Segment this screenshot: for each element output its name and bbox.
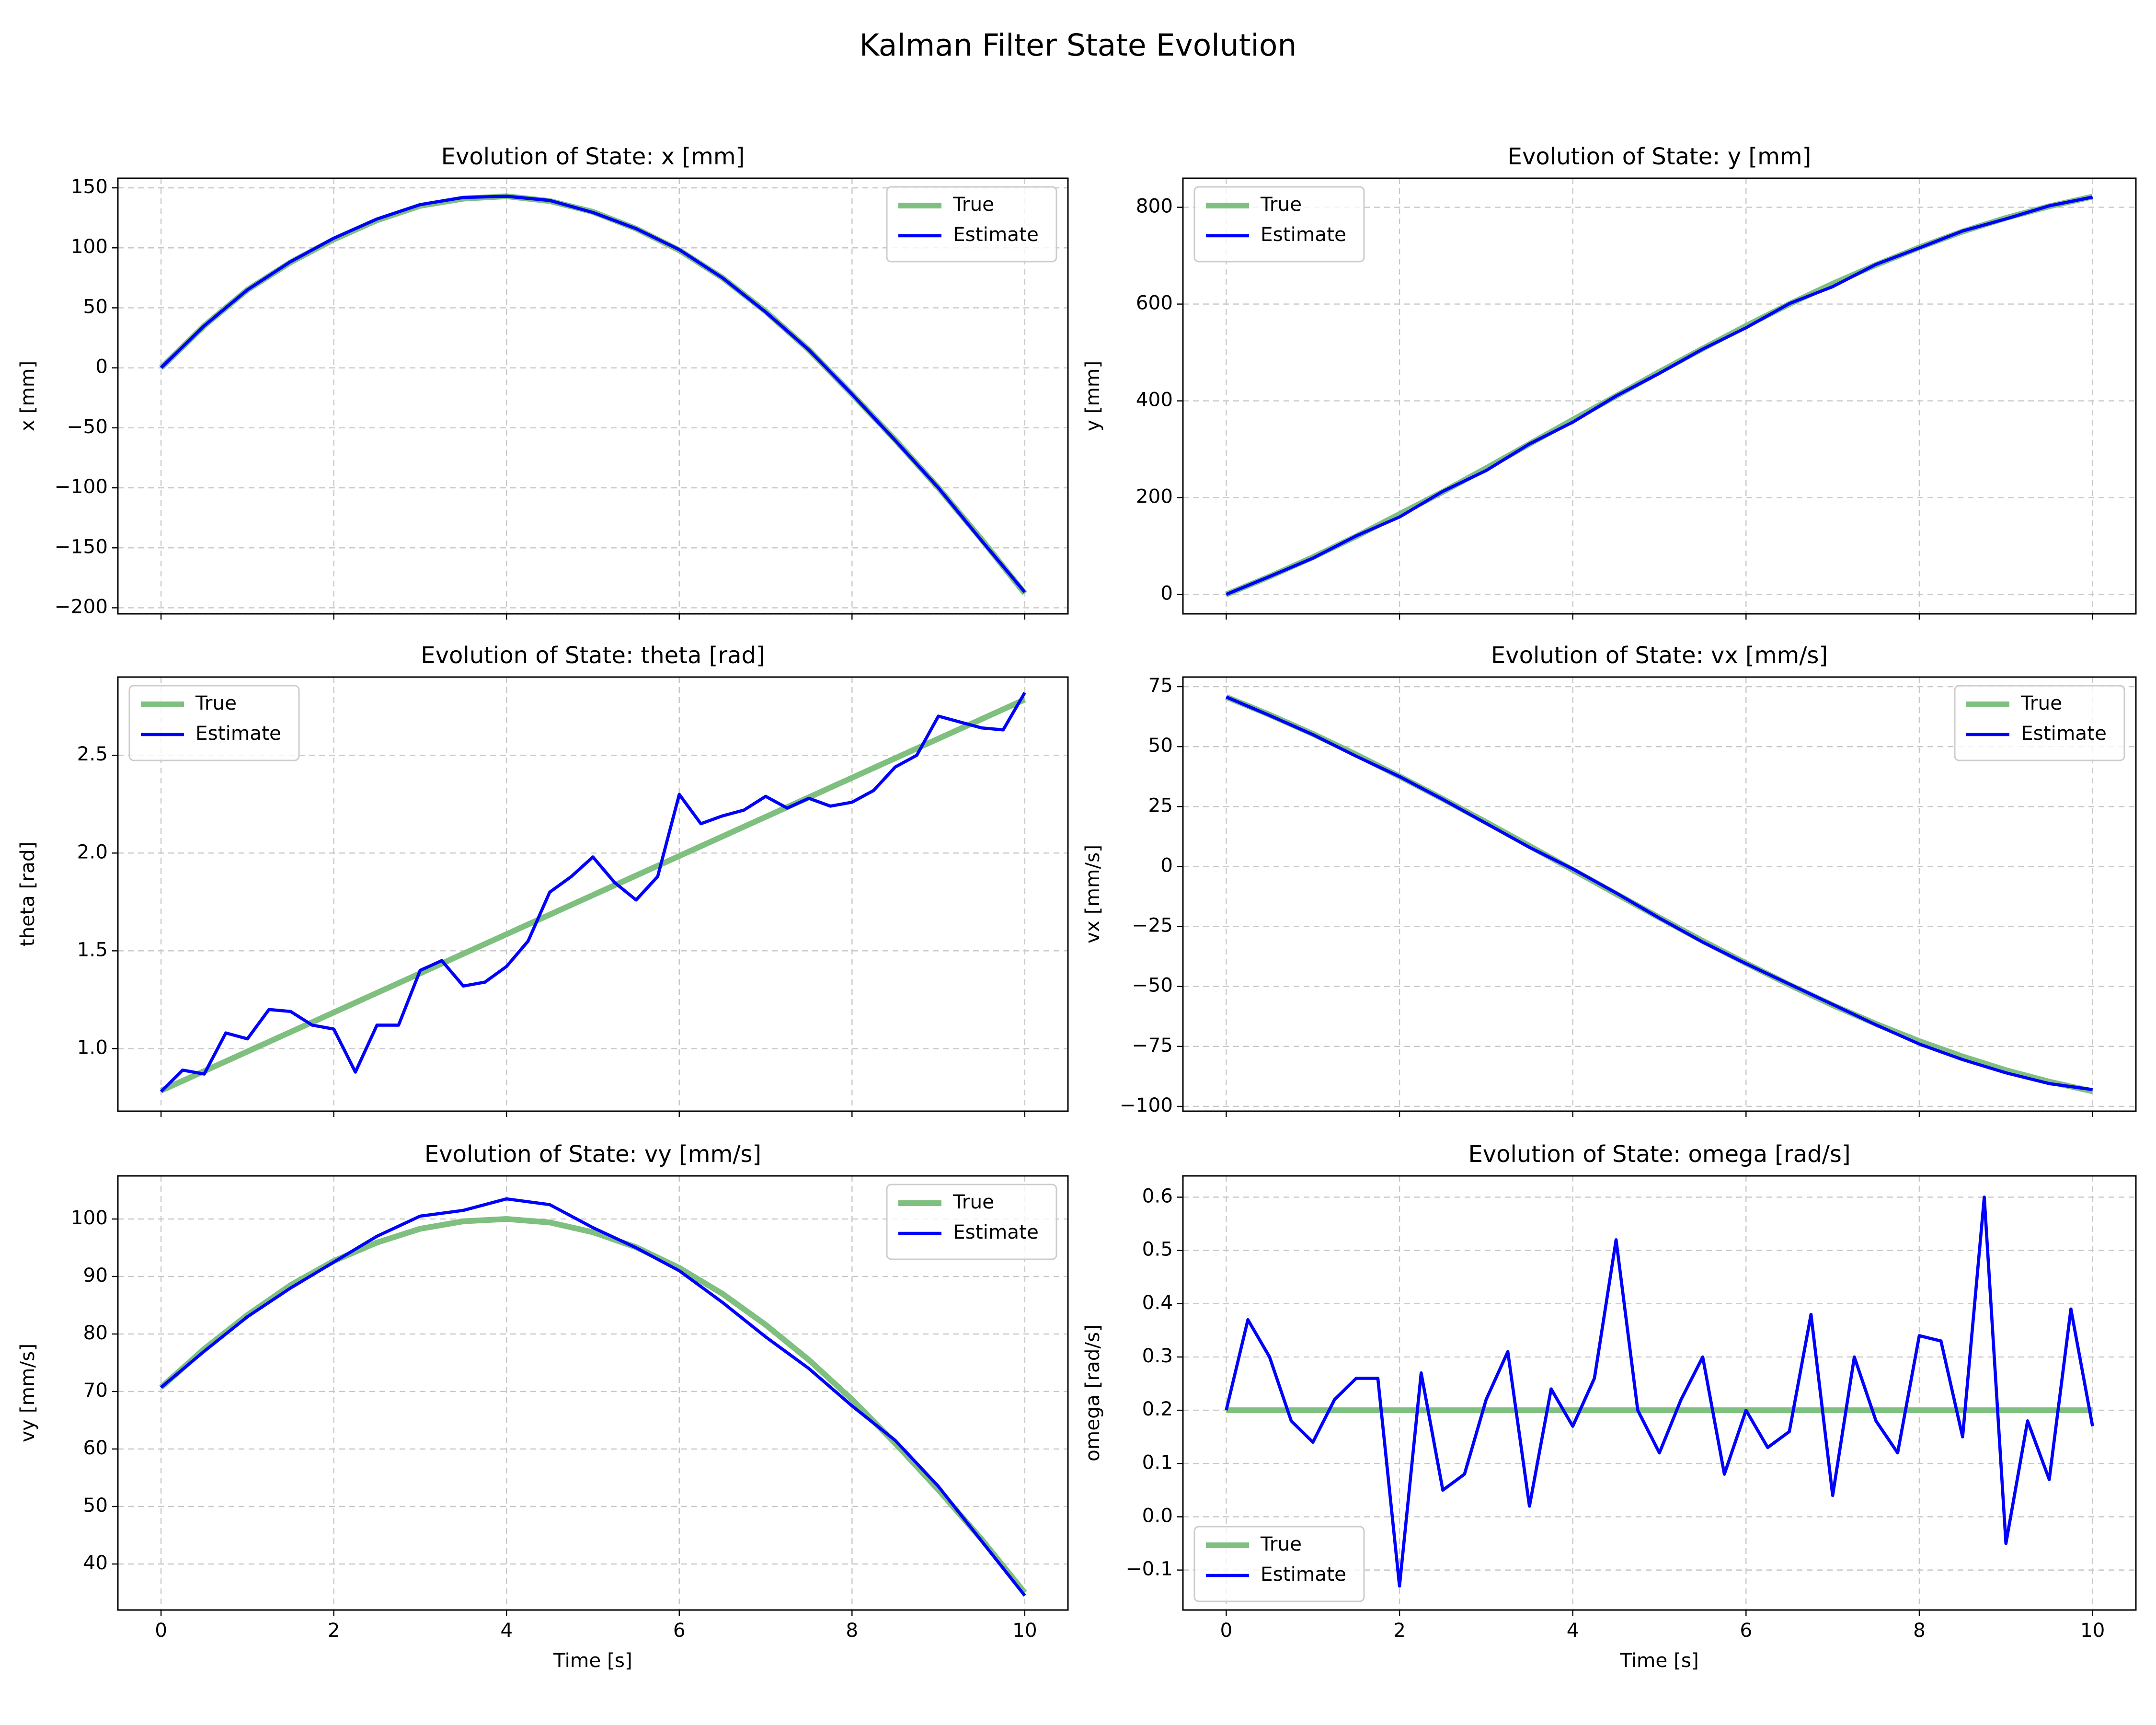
y-axis-label: vy [mm/s]	[16, 1344, 39, 1442]
x-axis-label: Time [s]	[1619, 1649, 1699, 1672]
y-tick-label: 0.2	[1142, 1397, 1173, 1420]
y-tick-label: 2.0	[77, 840, 108, 863]
y-tick-label: 0.4	[1142, 1291, 1173, 1314]
legend-label: True	[952, 1190, 994, 1213]
x-tick-label: 0	[1220, 1619, 1233, 1642]
y-tick-label: −50	[67, 415, 108, 438]
subplot-title: Evolution of State: theta [rad]	[421, 642, 765, 669]
y-tick-label: 50	[83, 1494, 108, 1517]
y-tick-label: 2.5	[77, 742, 108, 765]
x-tick-label: 4	[1567, 1619, 1579, 1642]
axes-frame	[117, 676, 1069, 1112]
y-tick-label: 1.0	[77, 1035, 108, 1058]
legend-label: Estimate	[1261, 223, 1346, 246]
y-tick-label: 75	[1148, 674, 1173, 697]
y-tick-label: −50	[1132, 974, 1173, 997]
axes-frame	[1182, 676, 2137, 1112]
y-tick-label: 40	[83, 1551, 108, 1574]
y-tick-label: 100	[71, 1206, 108, 1229]
legend-label: True	[1260, 1532, 1302, 1555]
legend-label: True	[1260, 193, 1302, 216]
y-tick-label: 0	[1160, 582, 1173, 605]
y-tick-label: 0	[95, 355, 108, 378]
y-tick-label: 1.5	[77, 938, 108, 961]
x-axis-label: Time [s]	[553, 1649, 632, 1672]
y-tick-label: 90	[83, 1264, 108, 1287]
axes-frame	[117, 177, 1069, 615]
subplot-title: Evolution of State: omega [rad/s]	[1468, 1141, 1850, 1168]
x-tick-label: 10	[1012, 1619, 1037, 1642]
y-tick-label: 200	[1136, 485, 1173, 508]
y-tick-label: 50	[83, 295, 108, 318]
y-tick-label: 25	[1148, 794, 1173, 816]
x-tick-label: 0	[155, 1619, 167, 1642]
x-tick-label: 8	[846, 1619, 858, 1642]
y-axis-label: vx [mm/s]	[1081, 845, 1104, 943]
y-tick-label: 70	[83, 1379, 108, 1402]
series-line	[1226, 196, 2093, 596]
y-tick-label: 400	[1136, 388, 1173, 411]
y-axis-label: x [mm]	[16, 361, 39, 431]
y-tick-label: 0.0	[1142, 1504, 1173, 1527]
series-line	[160, 195, 1026, 594]
y-tick-label: −100	[1120, 1093, 1173, 1116]
y-axis-label: omega [rad/s]	[1081, 1324, 1104, 1461]
x-tick-label: 2	[1393, 1619, 1406, 1642]
axes-frame	[1182, 177, 2137, 615]
y-tick-label: 0.5	[1142, 1238, 1173, 1261]
y-axis-label: theta [rad]	[16, 842, 39, 947]
legend-label: True	[952, 193, 994, 216]
x-tick-label: 6	[1740, 1619, 1752, 1642]
x-tick-label: 6	[673, 1619, 686, 1642]
subplot-title: Evolution of State: vy [mm/s]	[424, 1141, 761, 1168]
x-tick-label: 2	[328, 1619, 340, 1642]
series-line	[1226, 695, 2093, 1092]
y-tick-label: −150	[55, 535, 108, 558]
y-tick-label: 600	[1136, 291, 1173, 314]
y-tick-label: 50	[1148, 734, 1173, 757]
subplot-title: Evolution of State: y [mm]	[1508, 143, 1812, 170]
series-line	[160, 691, 1026, 1093]
x-tick-label: 8	[1913, 1619, 1926, 1642]
series-line	[1225, 1196, 2094, 1588]
series-line	[160, 1197, 1026, 1597]
y-tick-label: 150	[71, 175, 108, 198]
legend-label: True	[2020, 691, 2062, 714]
y-tick-label: 60	[83, 1436, 108, 1459]
y-tick-label: −200	[55, 595, 108, 618]
y-tick-label: 0.3	[1142, 1344, 1173, 1367]
legend-label: Estimate	[1261, 1563, 1346, 1586]
x-tick-label: 10	[2080, 1619, 2105, 1642]
legend-label: Estimate	[953, 1220, 1039, 1243]
subplot-title: Evolution of State: vx [mm/s]	[1491, 642, 1828, 669]
y-tick-label: 800	[1136, 195, 1173, 218]
y-tick-label: −0.1	[1126, 1557, 1173, 1580]
legend-label: True	[195, 691, 237, 714]
y-tick-label: −100	[55, 475, 108, 498]
y-tick-label: 100	[71, 235, 108, 258]
legend-label: Estimate	[2021, 722, 2107, 745]
legend-label: Estimate	[953, 223, 1039, 246]
y-axis-label: y [mm]	[1081, 361, 1104, 431]
subplot-title: Evolution of State: x [mm]	[441, 143, 745, 170]
y-tick-label: 0.1	[1142, 1450, 1173, 1473]
x-tick-label: 4	[500, 1619, 513, 1642]
y-tick-label: 80	[83, 1321, 108, 1344]
legend-label: Estimate	[195, 722, 281, 745]
axes-frame	[1182, 1175, 2137, 1611]
y-tick-label: 0	[1160, 853, 1173, 876]
axes-frame	[117, 1175, 1069, 1611]
figure-title: Kalman Filter State Evolution	[860, 28, 1297, 63]
y-tick-label: −25	[1132, 914, 1173, 937]
y-tick-label: −75	[1132, 1034, 1173, 1057]
series-line	[160, 697, 1026, 1093]
y-tick-label: 0.6	[1142, 1184, 1173, 1207]
